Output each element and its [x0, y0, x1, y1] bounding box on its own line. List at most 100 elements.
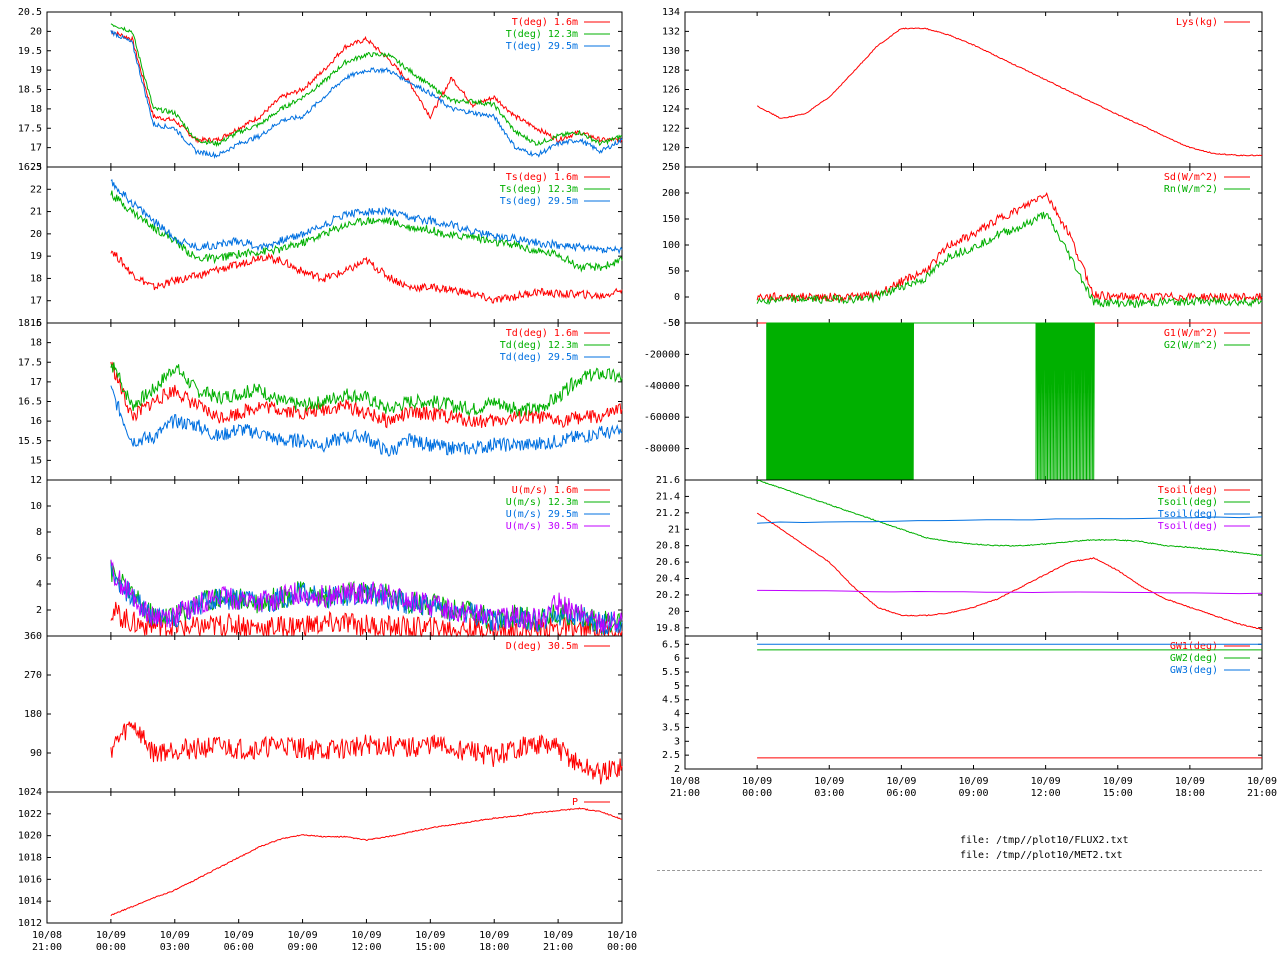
x-tick-label-date: 10/09: [958, 776, 988, 787]
series-line-Tsoil-3: [757, 589, 1263, 595]
y-tick-label-Sd: 200: [662, 188, 680, 199]
x-tick-label-date: 10/09: [160, 930, 190, 941]
y-tick-label-T: 18: [30, 104, 42, 115]
x-tick-label-date: 10/09: [1247, 776, 1277, 787]
x-tick-label-time: 21:00: [670, 788, 700, 799]
x-tick-label-time: 12:00: [1031, 788, 1061, 799]
x-tick-label-time: 15:00: [415, 942, 445, 953]
y-tick-label-Ts: 20: [30, 229, 42, 240]
y-tick-label-Td: 16.5: [18, 397, 42, 408]
y-tick-label-Tsoil: 21.6: [656, 475, 680, 486]
series-line-Lys-0: [756, 27, 1263, 157]
x-tick-label-date: 10/09: [1031, 776, 1061, 787]
y-tick-label-Td: 15: [30, 455, 42, 466]
series-line-T-0: [110, 30, 623, 144]
y-tick-label-Lys: 120: [662, 143, 680, 154]
met-file-label: file: /tmp//plot10/MET2.txt: [960, 850, 1123, 861]
y-tick-label-D: 180: [24, 709, 42, 720]
y-tick-label-Tsoil: 20.4: [656, 574, 680, 585]
series-line-Sd-1: [756, 211, 1263, 309]
y-tick-label-G: -60000: [644, 412, 680, 423]
footer-divider: [657, 870, 1262, 871]
x-tick-label-time: 06:00: [886, 788, 916, 799]
x-tick-label-date: 10/09: [224, 930, 254, 941]
y-tick-label-Td: 18.5: [18, 318, 42, 329]
series-line-Td-1: [110, 362, 623, 417]
y-tick-label-G: 0: [674, 318, 680, 329]
y-tick-label-Ts: 19: [30, 251, 42, 262]
panel-frame-P: [46, 791, 623, 924]
y-tick-label-Td: 17.5: [18, 357, 42, 368]
legend-label-T: T(deg) 12.3m: [506, 29, 578, 40]
legend-label-Tsoil: Tsoil(deg): [1158, 509, 1218, 520]
y-tick-label-D: 360: [24, 631, 42, 642]
legend-label-U: U(m/s) 29.5m: [506, 509, 578, 520]
x-tick-label-date: 10/09: [814, 776, 844, 787]
x-tick-label-date: 10/09: [351, 930, 381, 941]
x-tick-label-time: 18:00: [479, 942, 509, 953]
legend-label-Ts: Ts(deg) 29.5m: [500, 196, 578, 207]
y-tick-label-Sd: 0: [674, 292, 680, 303]
y-tick-label-U: 6: [36, 553, 42, 564]
x-tick-label-date: 10/09: [742, 776, 772, 787]
x-tick-label-date: 10/09: [479, 930, 509, 941]
series-line-D-0: [110, 721, 623, 785]
x-tick-label-time: 06:00: [224, 942, 254, 953]
y-tick-label-T: 19: [30, 65, 42, 76]
x-tick-label-date: 10/08: [670, 776, 700, 787]
x-tick-label-time: 21:00: [1247, 788, 1277, 799]
y-tick-label-G: -20000: [644, 349, 680, 360]
y-tick-label-Lys: 130: [662, 46, 680, 57]
y-tick-label-U: 4: [36, 579, 42, 590]
y-tick-label-Ts: 21: [30, 207, 42, 218]
y-tick-label-U: 2: [36, 605, 42, 616]
legend-label-Tsoil: Tsoil(deg): [1158, 521, 1218, 532]
x-tick-label-date: 10/09: [1103, 776, 1133, 787]
series-line-Tsoil-2: [757, 516, 1263, 524]
series-line-Sd-0: [756, 192, 1263, 303]
y-tick-label-Ts: 17: [30, 296, 42, 307]
x-tick-label-time: 03:00: [160, 942, 190, 953]
y-tick-label-Ts: 18: [30, 273, 42, 284]
y-tick-label-D: 270: [24, 670, 42, 681]
legend-label-G: G2(W/m^2): [1164, 340, 1218, 351]
y-tick-label-Sd: -50: [662, 318, 680, 329]
x-tick-label-time: 09:00: [288, 942, 318, 953]
legend-label-T: T(deg) 1.6m: [512, 17, 578, 28]
x-tick-label-date: 10/08: [32, 930, 62, 941]
series-line-T-2: [110, 29, 623, 160]
series-line-Tsoil-1: [756, 479, 1263, 556]
y-tick-label-GW: 2.5: [662, 750, 680, 761]
legend-label-G: G1(W/m^2): [1164, 328, 1218, 339]
legend-label-Tsoil: Tsoil(deg): [1158, 497, 1218, 508]
y-tick-label-T: 20: [30, 26, 42, 37]
y-tick-label-Tsoil: 20.8: [656, 541, 680, 552]
x-tick-label-time: 09:00: [958, 788, 988, 799]
y-tick-label-T: 17.5: [18, 123, 42, 134]
y-tick-label-Tsoil: 20.6: [656, 557, 680, 568]
y-tick-label-GW: 4.5: [662, 695, 680, 706]
y-tick-label-T: 19.5: [18, 46, 42, 57]
y-tick-label-T: 16.5: [18, 162, 42, 173]
legend-label-GW: GW3(deg): [1170, 665, 1218, 676]
y-tick-label-Tsoil: 21: [668, 524, 680, 535]
y-tick-label-Lys: 128: [662, 65, 680, 76]
legend-label-U: U(m/s) 12.3m: [506, 497, 578, 508]
series-line-U-0: [110, 601, 623, 638]
y-tick-label-G: -40000: [644, 381, 680, 392]
y-tick-label-Tsoil: 20: [668, 606, 680, 617]
legend-label-Td: Td(deg) 1.6m: [506, 328, 578, 339]
x-tick-label-time: 21:00: [543, 942, 573, 953]
y-tick-label-Lys: 122: [662, 123, 680, 134]
y-tick-label-Sd: 100: [662, 240, 680, 251]
y-tick-label-Tsoil: 19.8: [656, 623, 680, 634]
y-tick-label-T: 20.5: [18, 7, 42, 18]
y-tick-label-Lys: 132: [662, 26, 680, 37]
x-tick-label-time: 15:00: [1103, 788, 1133, 799]
x-tick-label-time: 03:00: [814, 788, 844, 799]
y-tick-label-GW: 4: [674, 709, 680, 720]
y-tick-label-Sd: 50: [668, 266, 680, 277]
flux-file-label: file: /tmp//plot10/FLUX2.txt: [960, 835, 1129, 846]
series-line-U-3: [110, 559, 623, 634]
